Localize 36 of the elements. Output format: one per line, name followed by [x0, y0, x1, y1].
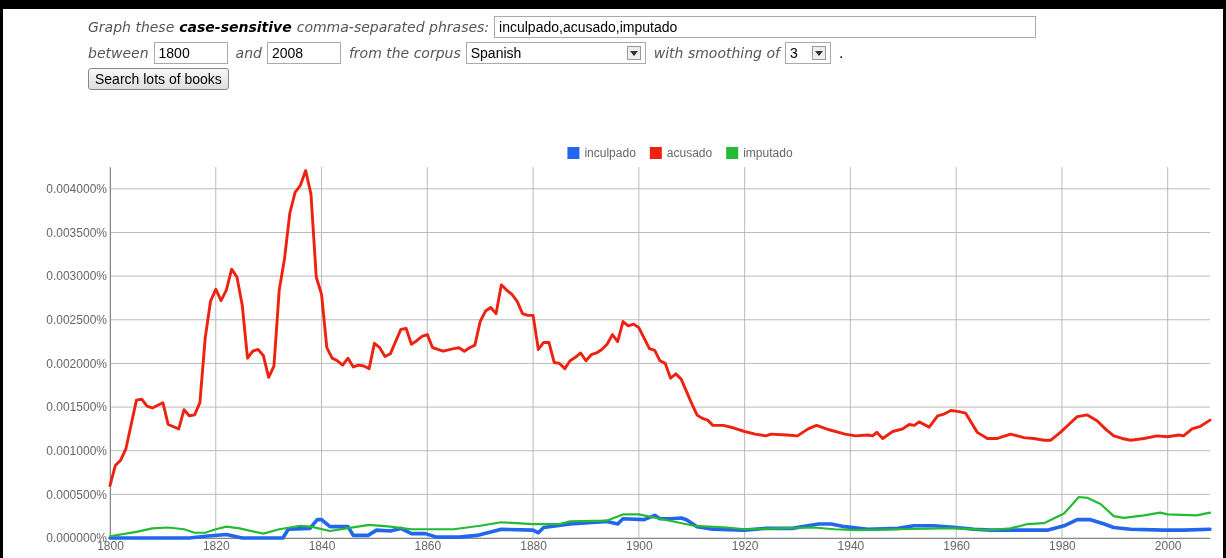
x-tick-label: 1900 — [625, 538, 654, 553]
y-tick-label: 0.001000% — [46, 444, 108, 459]
text: 3 — [789, 45, 798, 61]
text: case-sensitive — [179, 19, 292, 35]
text: Search lots of books — [88, 68, 229, 90]
text: 1800 — [153, 42, 228, 64]
x-tick-label: 1920 — [731, 538, 759, 553]
x-tick-label: 1820 — [202, 538, 230, 553]
x-tick-label: 1860 — [414, 538, 442, 553]
x-tick-label: 1840 — [308, 538, 336, 553]
text: between — [88, 45, 149, 61]
x-tick-label: 1880 — [520, 538, 548, 553]
y-tick-label: 0.003000% — [46, 269, 108, 284]
text: . — [838, 45, 844, 61]
y-tick-label: 0.004000% — [46, 182, 108, 197]
legend-label: acusado — [666, 146, 713, 160]
text: 2008 — [266, 42, 341, 64]
text: with smoothing of — [653, 45, 780, 61]
x-tick-label: 2000 — [1154, 538, 1182, 553]
text: Spanish — [470, 45, 522, 61]
text: Graph these — [88, 19, 175, 35]
y-tick-label: 0.000500% — [46, 487, 108, 502]
x-tick-label: 1960 — [943, 538, 971, 553]
x-tick-label: 1980 — [1049, 538, 1077, 553]
y-tick-label: 0.002000% — [46, 356, 108, 371]
legend-label: inculpado — [584, 146, 637, 160]
y-tick-label: 0.003500% — [46, 225, 108, 240]
text: comma-separated phrases: — [296, 19, 490, 35]
text: inculpado,acusado,imputado — [494, 16, 1037, 38]
legend-label: imputado — [743, 146, 793, 160]
text: and — [235, 45, 262, 61]
line-series — [108, 169, 1212, 488]
y-tick-label: 0.002500% — [46, 313, 108, 328]
x-tick-label: 1940 — [837, 538, 865, 553]
text: from the corpus — [348, 45, 461, 61]
y-tick-label: 0.001500% — [46, 400, 108, 415]
